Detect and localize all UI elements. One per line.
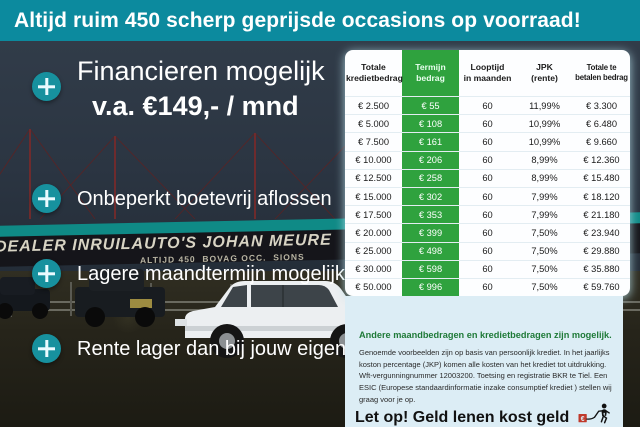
svg-text:€: € <box>580 416 584 423</box>
